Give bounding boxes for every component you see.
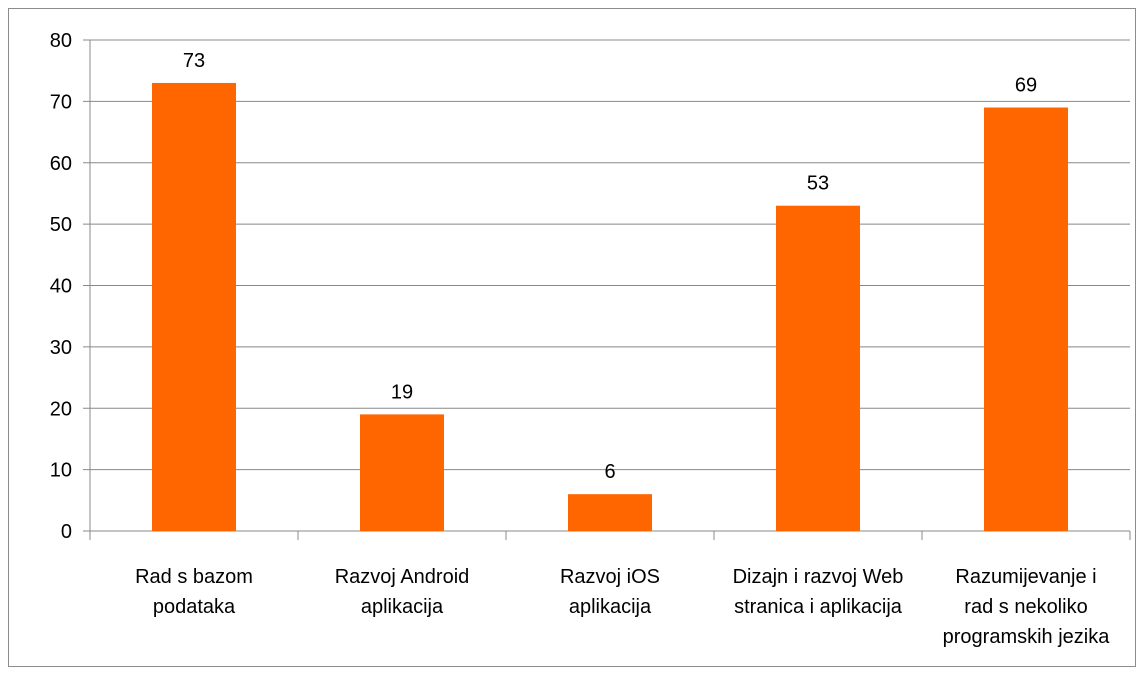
y-tick-labels: 0 10 20 30 40 50 60 70 80 bbox=[50, 30, 72, 543]
category-label-line: Razvoj Android bbox=[335, 566, 470, 588]
category-label: Razvoj Android aplikacija bbox=[335, 566, 470, 618]
y-tick-label: 70 bbox=[50, 91, 72, 113]
category-label-line: Razvoj iOS bbox=[560, 566, 660, 588]
y-tick-label: 60 bbox=[50, 153, 72, 175]
category-labels: Rad s bazom podataka Razvoj Android aplikac… bbox=[135, 566, 1110, 648]
category-label-line: rad s nekoliko bbox=[964, 596, 1087, 618]
category-label-line: programskih jezika bbox=[943, 626, 1111, 648]
y-tick-label: 40 bbox=[50, 276, 72, 298]
category-label-line: Dizajn i razvoj Web bbox=[733, 566, 904, 588]
y-tick-label: 80 bbox=[50, 30, 72, 52]
y-tick-label: 20 bbox=[50, 398, 72, 420]
category-label: Rad s bazom podataka bbox=[135, 566, 253, 618]
bar bbox=[776, 205, 860, 531]
bars bbox=[152, 82, 1068, 532]
category-label: Razvoj iOS aplikacija bbox=[560, 566, 660, 618]
category-label-line: Razumijevanje i bbox=[955, 566, 1096, 588]
category-label: Dizajn i razvoj Web stranica i aplikacija bbox=[733, 566, 904, 618]
data-label: 6 bbox=[604, 461, 615, 483]
data-label: 69 bbox=[1015, 75, 1037, 97]
bar bbox=[152, 82, 236, 532]
y-tick-label: 50 bbox=[50, 214, 72, 236]
data-labels: 73 19 6 53 69 bbox=[183, 50, 1037, 483]
data-label: 19 bbox=[391, 381, 413, 403]
y-tick-label: 30 bbox=[50, 337, 72, 359]
category-label-line: Rad s bazom bbox=[135, 566, 253, 588]
gridlines bbox=[90, 39, 1130, 471]
bar bbox=[984, 107, 1068, 531]
category-label-line: aplikacija bbox=[569, 596, 652, 618]
y-tick-label: 0 bbox=[61, 521, 72, 543]
category-label-line: stranica i aplikacija bbox=[734, 596, 903, 618]
y-tick-label: 10 bbox=[50, 460, 72, 482]
category-label-line: podataka bbox=[153, 596, 236, 618]
category-label: Razumijevanje i rad s nekoliko programskih… bbox=[943, 566, 1111, 648]
data-label: 73 bbox=[183, 50, 205, 72]
category-label-line: aplikacija bbox=[361, 596, 444, 618]
bar bbox=[568, 494, 652, 531]
bar bbox=[360, 414, 444, 531]
data-label: 53 bbox=[807, 173, 829, 195]
